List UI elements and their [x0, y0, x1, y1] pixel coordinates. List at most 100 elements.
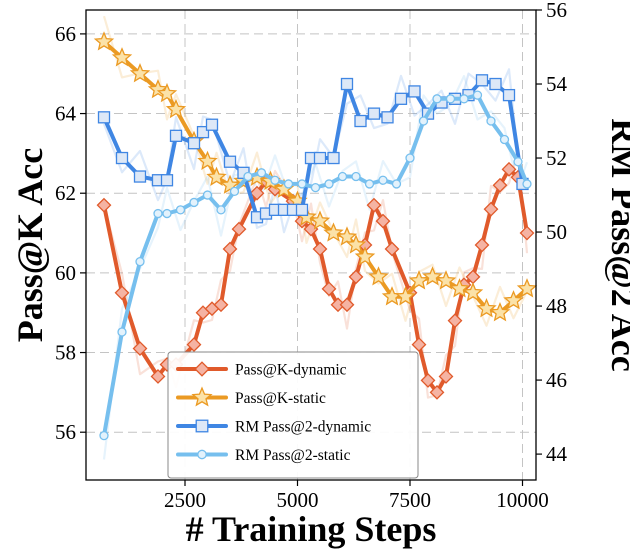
legend-swatch-marker [195, 419, 209, 433]
smoothed-series-layer [93, 31, 538, 441]
point-RM Pass@2-static [522, 179, 532, 189]
point-RM Pass@2-static [297, 179, 307, 189]
point-RM Pass@2-static [216, 205, 226, 215]
legend-label: RM Pass@2-dynamic [235, 419, 371, 436]
point-Pass@K-static [408, 270, 430, 290]
point-Pass@K-dynamic [366, 197, 382, 213]
right-y-tick-label: 48 [546, 294, 567, 318]
point-Pass@K-dynamic [96, 197, 112, 213]
point-RM Pass@2-static [243, 171, 253, 182]
right-y-tick-label: 52 [546, 146, 567, 170]
point-RM Pass@2-static [117, 327, 127, 337]
point-Pass@K-dynamic [339, 297, 355, 313]
point-RM Pass@2-dynamic [367, 107, 381, 120]
point-RM Pass@2-static [337, 171, 348, 182]
point-Pass@K-dynamic [429, 384, 445, 400]
point-RM Pass@2-static [175, 205, 186, 215]
point-Pass@K-static [345, 234, 367, 254]
point-Pass@K-dynamic [420, 373, 436, 388]
legend-entry-Pass@K-dynamic: Pass@K-dynamic [176, 361, 347, 379]
point-RM Pass@2-static [310, 182, 321, 193]
point-Pass@K-dynamic [474, 237, 490, 253]
point-Pass@K-static [435, 270, 457, 290]
point-Pass@K-dynamic [186, 337, 202, 352]
left-y-axis-title: Pass@K Acc [10, 148, 50, 342]
point-RM Pass@2-dynamic [133, 170, 147, 183]
point-RM Pass@2-static [256, 168, 267, 178]
series-RM Pass@2-static [99, 90, 532, 441]
legend-label: Pass@K-static [235, 390, 326, 407]
point-RM Pass@2-dynamic [115, 151, 129, 165]
point-Pass@K-static [395, 286, 416, 306]
legend-entry-Pass@K-static: Pass@K-static [176, 386, 326, 407]
point-Pass@K-static [422, 266, 443, 286]
point-RM Pass@2-dynamic [354, 114, 367, 128]
point-RM Pass@2-dynamic [381, 111, 394, 124]
point-RM Pass@2-static [432, 94, 442, 104]
point-RM Pass@2-static [189, 197, 199, 208]
point-Pass@K-dynamic [312, 241, 328, 257]
point-RM Pass@2-dynamic [295, 203, 309, 216]
point-Pass@K-static [93, 31, 115, 51]
point-RM Pass@2-dynamic [223, 155, 237, 168]
x-tick-label: 10000 [496, 488, 549, 512]
right-y-tick-label: 44 [546, 442, 568, 466]
point-Pass@K-static [516, 278, 538, 298]
point-RM Pass@2-dynamic [160, 174, 174, 187]
x-tick-label: 5000 [277, 488, 319, 512]
point-RM Pass@2-dynamic [205, 118, 219, 131]
left-y-tick-label: 62 [55, 181, 76, 205]
point-Pass@K-dynamic [114, 285, 130, 301]
right-y-tick-label: 50 [546, 220, 567, 244]
left-y-tick-label: 66 [55, 22, 76, 46]
point-RM Pass@2-dynamic [169, 129, 183, 142]
point-Pass@K-dynamic [492, 177, 508, 193]
point-Pass@K-dynamic [222, 241, 238, 257]
point-RM Pass@2-static [459, 94, 469, 104]
point-RM Pass@2-dynamic [489, 77, 502, 91]
left-y-tick-label: 58 [55, 341, 76, 365]
point-RM Pass@2-static [391, 179, 402, 189]
point-Pass@K-dynamic [501, 161, 517, 177]
point-RM Pass@2-static [153, 208, 163, 219]
point-Pass@K-dynamic [384, 241, 400, 257]
x-axis-title: # Training Steps [186, 509, 437, 549]
point-Pass@K-static [206, 166, 227, 186]
point-Pass@K-dynamic [321, 281, 337, 297]
point-RM Pass@2-dynamic [187, 137, 201, 150]
point-RM Pass@2-static [472, 90, 483, 100]
point-Pass@K-dynamic [375, 213, 391, 229]
point-RM Pass@2-dynamic [408, 85, 421, 98]
point-RM Pass@2-dynamic [394, 92, 408, 105]
legend-swatch-marker [194, 361, 210, 377]
right-y-tick-label: 56 [546, 0, 567, 22]
legend: Pass@K-dynamic Pass@K-static RM Pass@2-dyn… [167, 351, 419, 479]
right-y-tick-label: 46 [546, 368, 567, 392]
point-Pass@K-dynamic [249, 185, 265, 201]
point-Pass@K-dynamic [438, 369, 454, 384]
point-Pass@K-static [476, 298, 497, 318]
point-Pass@K-dynamic [519, 225, 535, 241]
point-RM Pass@2-static [445, 94, 456, 104]
point-RM Pass@2-static [513, 157, 523, 167]
point-Pass@K-static [111, 47, 133, 67]
point-RM Pass@2-dynamic [196, 125, 210, 139]
point-Pass@K-static [323, 222, 344, 242]
point-RM Pass@2-static [162, 208, 172, 219]
point-Pass@K-dynamic [447, 313, 463, 329]
right-y-axis-title: RM Pass@2 Acc [604, 118, 630, 371]
left-y-tick-label: 64 [55, 102, 77, 126]
right-y-tick-label: 54 [546, 72, 568, 96]
point-RM Pass@2-static [135, 257, 145, 267]
point-Pass@K-dynamic [150, 369, 166, 384]
point-Pass@K-static [309, 210, 331, 230]
point-RM Pass@2-dynamic [327, 151, 340, 165]
point-RM Pass@2-static [418, 116, 429, 126]
x-tick-label: 2500 [164, 488, 206, 512]
point-Pass@K-static [462, 282, 484, 302]
legend-label: RM Pass@2-static [235, 447, 351, 464]
point-Pass@K-static [129, 62, 151, 83]
point-Pass@K-static [165, 98, 187, 119]
point-Pass@K-static [336, 226, 358, 246]
